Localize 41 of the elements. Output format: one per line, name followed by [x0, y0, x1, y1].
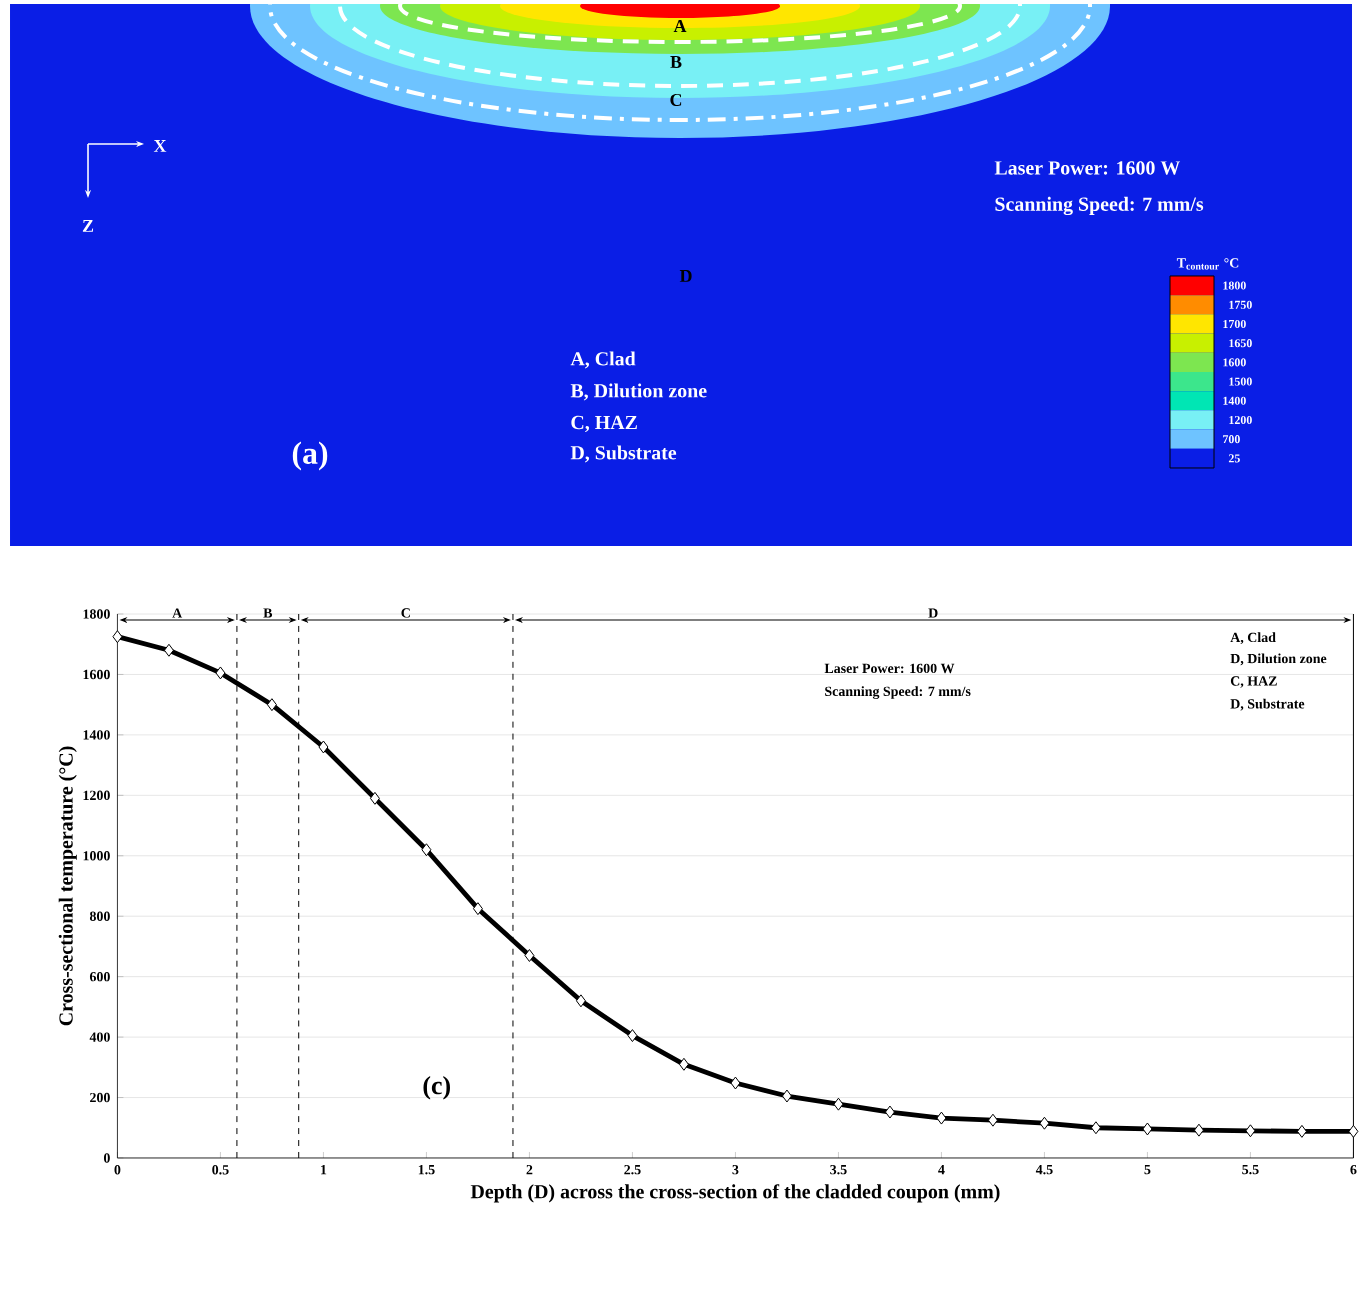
point: [1039, 1116, 1050, 1130]
point: [627, 1029, 638, 1043]
point: [575, 994, 586, 1008]
text: A: [673, 20, 687, 32]
point: [369, 791, 380, 805]
point: [1090, 1121, 1101, 1135]
point: [781, 1089, 792, 1103]
point: [215, 666, 226, 680]
text: Z: [82, 220, 94, 232]
point: [266, 698, 277, 712]
point: [318, 740, 329, 754]
text: Scanning Speed: 7 mm/s: [995, 196, 1204, 216]
point: [884, 1105, 895, 1119]
text: A, Clad: [570, 351, 636, 369]
point: [1142, 1122, 1153, 1136]
text: X: [153, 140, 167, 152]
text: B, Dilution zone: [570, 383, 707, 401]
point: [112, 630, 123, 644]
point: [730, 1076, 741, 1090]
point: [1296, 1124, 1307, 1138]
text: C, HAZ: [571, 415, 637, 433]
point: [524, 949, 535, 962]
text: Laser Power: 1600 W: [994, 161, 1181, 175]
point: [936, 1111, 947, 1125]
point: [1348, 1124, 1359, 1138]
point: [421, 843, 432, 857]
text: C: [670, 93, 682, 107]
point: [1245, 1124, 1256, 1138]
point: [833, 1097, 844, 1111]
point: [1193, 1123, 1204, 1137]
text: D, Substrate: [570, 445, 677, 463]
point: [472, 902, 483, 916]
point: [678, 1057, 689, 1071]
text: B: [670, 56, 682, 68]
text: D: [679, 270, 692, 282]
point: [163, 643, 174, 657]
x-axis-title: Depth (D) across the cross-section of the cladded coupon (mm): [470, 1184, 1000, 1203]
text: (a): [292, 441, 328, 471]
y-axis-title: Cross-sectional temperature (°C): [58, 746, 77, 1026]
point: [987, 1113, 998, 1127]
annotation: (c): [423, 1076, 450, 1100]
